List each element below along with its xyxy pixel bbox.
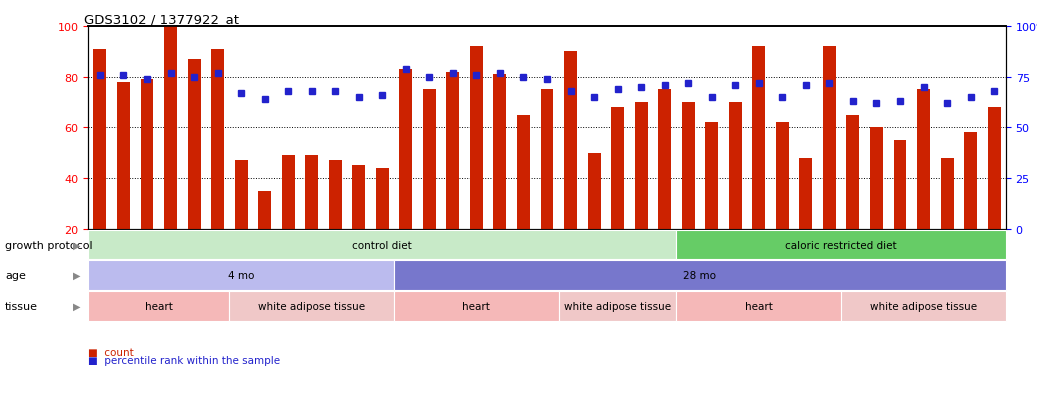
Text: heart: heart <box>745 301 773 311</box>
Text: white adipose tissue: white adipose tissue <box>258 301 365 311</box>
Bar <box>140 80 153 229</box>
Text: heart: heart <box>463 301 491 311</box>
Text: ▶: ▶ <box>74 301 81 311</box>
Bar <box>399 70 413 229</box>
Bar <box>635 103 648 229</box>
Bar <box>987 108 1001 229</box>
Bar <box>540 90 554 229</box>
Bar <box>93 50 107 229</box>
Bar <box>188 60 200 229</box>
Bar <box>353 166 365 229</box>
Bar <box>800 158 812 229</box>
Text: age: age <box>5 271 26 280</box>
Text: growth protocol: growth protocol <box>5 240 92 250</box>
Bar <box>234 161 248 229</box>
Bar <box>564 52 577 229</box>
Bar <box>282 156 295 229</box>
Text: 28 mo: 28 mo <box>683 271 717 280</box>
Bar <box>494 75 506 229</box>
Bar <box>823 47 836 229</box>
Bar <box>776 123 789 229</box>
Bar <box>729 103 741 229</box>
Bar <box>870 128 882 229</box>
Bar <box>941 158 954 229</box>
Text: ▶: ▶ <box>74 240 81 250</box>
Bar <box>917 90 930 229</box>
Bar <box>681 103 695 229</box>
Bar <box>423 90 436 229</box>
Text: white adipose tissue: white adipose tissue <box>564 301 671 311</box>
Bar <box>588 153 600 229</box>
Bar <box>164 27 177 229</box>
Text: caloric restricted diet: caloric restricted diet <box>785 240 897 250</box>
Bar <box>446 72 459 229</box>
Text: GDS3102 / 1377922_at: GDS3102 / 1377922_at <box>84 13 239 26</box>
Text: ■  percentile rank within the sample: ■ percentile rank within the sample <box>88 355 280 365</box>
Bar <box>517 115 530 229</box>
Bar <box>846 115 860 229</box>
Bar <box>212 50 224 229</box>
Text: heart: heart <box>145 301 173 311</box>
Bar <box>329 161 342 229</box>
Bar <box>894 141 906 229</box>
Text: 4 mo: 4 mo <box>228 271 254 280</box>
Bar <box>375 169 389 229</box>
Text: white adipose tissue: white adipose tissue <box>870 301 977 311</box>
Bar <box>305 156 318 229</box>
Bar <box>258 191 271 229</box>
Text: control diet: control diet <box>353 240 412 250</box>
Text: ▶: ▶ <box>74 271 81 280</box>
Text: tissue: tissue <box>5 301 38 311</box>
Bar <box>705 123 719 229</box>
Bar <box>470 47 483 229</box>
Bar <box>964 133 977 229</box>
Bar <box>611 108 624 229</box>
Text: ■  count: ■ count <box>88 347 134 357</box>
Bar <box>658 90 671 229</box>
Bar <box>752 47 765 229</box>
Bar <box>117 83 130 229</box>
